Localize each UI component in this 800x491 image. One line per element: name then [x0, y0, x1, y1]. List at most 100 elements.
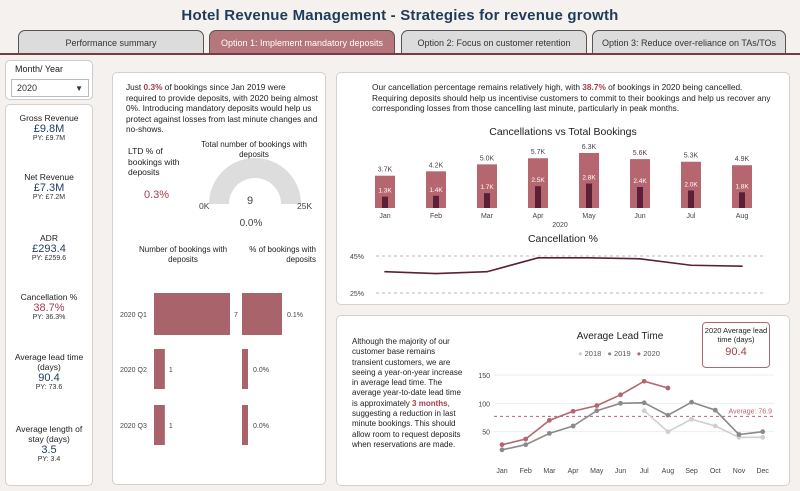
tab-performance-summary[interactable]: Performance summary	[18, 30, 204, 54]
kpi-title: Average length of stay (days)	[15, 424, 83, 444]
kpi-adr: ADR £293.4 PY: £259.6	[4, 233, 94, 262]
deposit-count-label: 7	[234, 312, 238, 319]
lead-time-text: Although the majority of our customer ba…	[352, 337, 468, 450]
deposits-intro: Just 0.3% of bookings since Jan 2019 wer…	[126, 82, 318, 135]
lead-chart-title: Average Lead Time	[576, 331, 664, 342]
kpi-title: Gross Revenue	[19, 113, 79, 123]
lead-point-2018	[712, 423, 718, 429]
quarter-label: 2020 Q3	[120, 423, 147, 430]
cancellations-bar	[586, 183, 592, 208]
total-bookings-label: 4.2K	[429, 162, 444, 169]
bookings-bar-chart: 3.7K 1.3K Jan 4.2K 1.4K Feb 5.0K 1.7K Mar 5.7K 2.5…	[375, 144, 752, 229]
kpi-net-revenue: Net Revenue £7.3M PY: £7.2M	[4, 172, 94, 201]
y-tick: 150	[478, 373, 490, 380]
total-bookings-bar	[375, 175, 395, 208]
legend-item-2019: ● 2019	[607, 349, 630, 358]
month-tick: Mar	[543, 468, 556, 475]
month-tick: May	[590, 468, 604, 475]
lead-point-2018	[760, 434, 766, 440]
legend-label: 2020	[643, 349, 660, 358]
cancellations-label: 2.0K	[684, 182, 698, 189]
lead-text: , suggesting a reduction in last minute …	[352, 398, 461, 449]
month-tick: Sep	[685, 468, 698, 475]
total-bookings-bar	[426, 171, 446, 208]
legend-label: 2019	[613, 349, 631, 358]
month-year-select[interactable]: 2020 ▼	[11, 79, 89, 97]
kpi-lead-time: Average lead time (days) 90.4 PY: 73.6	[4, 352, 94, 391]
legend-dot-icon: ●	[578, 349, 585, 358]
total-bookings-bar	[579, 153, 599, 208]
bookings-chart-title: Cancellations vs Total Bookings	[489, 126, 637, 138]
cancel-pct-point	[384, 270, 386, 273]
month-tick: May	[582, 213, 596, 220]
total-bookings-label: 5.7K	[531, 149, 546, 156]
cancellations-label: 2.5K	[531, 177, 545, 184]
ltd-value: 0.3%	[144, 189, 170, 201]
month-tick: Jan	[379, 213, 390, 220]
avg-lead-box: 2020 Average lead time (days) 90.4	[702, 322, 770, 368]
lead-point-2018	[665, 429, 671, 435]
cancellations-bar	[433, 195, 439, 208]
cancellations-bar	[637, 187, 643, 208]
deposits-gauge: 9 0K 25K 0.0%	[199, 158, 312, 228]
cancel-pct-point	[537, 257, 539, 259]
gauge-percent: 0.0%	[240, 218, 263, 228]
bars-title-left: Number of bookings with deposits	[138, 245, 228, 264]
cancel-pct-line-chart: 45% 25%	[350, 254, 765, 298]
tab-mandatory-deposits[interactable]: Option 1: Implement mandatory deposits	[209, 30, 395, 54]
filter-label: Month/ Year	[15, 64, 64, 74]
lead-point-2019	[618, 400, 623, 406]
lead-series-2020	[501, 380, 669, 446]
kpi-title: Net Revenue	[24, 172, 74, 182]
kpi-value: £9.8M	[33, 123, 65, 135]
tab-reduce-reliance[interactable]: Option 3: Reduce over-reliance on TAs/TO…	[592, 30, 786, 54]
deposits-bar-chart: 2020 Q1 7 0.1% 2020 Q2 1 0.0% 2020 Q3 1 0.0%	[120, 293, 303, 445]
tab-customer-retention[interactable]: Option 2: Focus on customer retention	[401, 30, 587, 54]
month-tick: Apr	[568, 468, 580, 475]
lead-point-2019	[570, 423, 576, 429]
quarter-label: 2020 Q1	[120, 312, 147, 319]
deposit-count-label: 1	[169, 423, 173, 430]
lead-point-2019	[689, 399, 694, 405]
deposit-pct-bar	[242, 405, 248, 445]
lead-point-2020	[547, 417, 552, 423]
avg-lead-box-title: 2020 Average lead time (days)	[704, 326, 768, 344]
month-tick: Aug	[736, 213, 749, 220]
deposit-count-bar	[154, 349, 165, 389]
year-axis-label: 2020	[552, 222, 568, 229]
lead-text: Although the majority of our customer ba…	[352, 337, 463, 408]
kpi-prior-year: PY: 36.3%	[32, 314, 66, 321]
lead-point-2020	[499, 442, 505, 448]
month-tick: Nov	[733, 468, 746, 475]
cancel-pct-point	[639, 257, 641, 260]
y-tick: 50	[482, 430, 490, 437]
lead-legend: ● 2018 ● 2019 ● 2020	[578, 349, 660, 358]
legend-dot-icon: ●	[607, 349, 614, 358]
deposit-pct-label: 0.0%	[253, 423, 269, 430]
kpi-cancellation: Cancellation % 38.7% PY: 36.3%	[4, 292, 94, 321]
lead-point-2019	[712, 407, 718, 413]
kpi-title: Cancellation %	[20, 292, 78, 302]
total-bookings-label: 4.9K	[735, 156, 750, 163]
intro-text: Just	[126, 82, 144, 92]
kpi-prior-year: PY: £259.6	[31, 255, 67, 262]
y-tick: 25%	[350, 291, 364, 298]
lead-point-2019	[665, 412, 671, 418]
deposit-pct-label: 0.0%	[253, 367, 269, 374]
kpi-value: £293.4	[32, 243, 66, 255]
cancellations-label: 1.3K	[378, 188, 392, 195]
cancellations-label: 2.4K	[633, 178, 647, 185]
lead-series-2018	[643, 410, 763, 439]
lead-point-2019	[736, 432, 742, 437]
kpi-prior-year: PY: £7.2M	[32, 194, 66, 201]
kpi-value: 90.4	[38, 372, 60, 384]
filter-value: 2020	[17, 83, 38, 93]
deposits-card	[112, 72, 326, 485]
deposit-pct-label: 0.1%	[287, 312, 303, 319]
avg-lead-box-value: 90.4	[725, 346, 747, 358]
gauge-min: 0K	[199, 201, 210, 211]
deposit-pct-bar	[242, 293, 282, 335]
kpi-title: Average lead time (days)	[14, 352, 84, 372]
lead-point-2020	[570, 408, 576, 414]
kpi-title: ADR	[40, 233, 58, 243]
